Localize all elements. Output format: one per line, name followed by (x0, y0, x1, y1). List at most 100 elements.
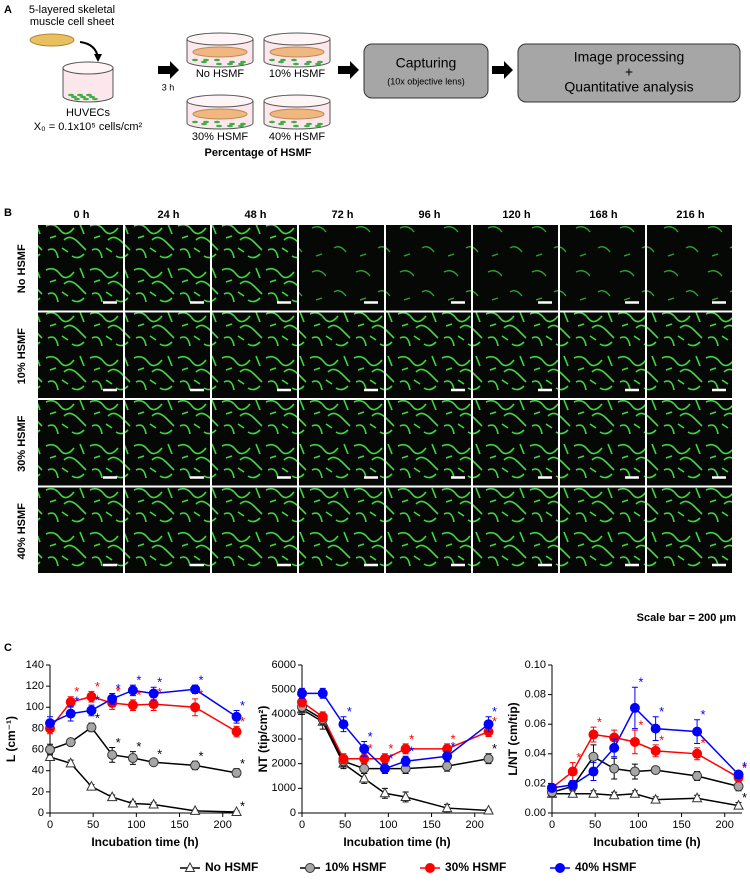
cell (269, 58, 275, 62)
cell (214, 120, 220, 124)
cell (83, 97, 89, 101)
marker (400, 743, 411, 754)
cell (315, 62, 321, 66)
micrograph (299, 400, 384, 486)
arrow (338, 61, 359, 79)
cell-sheet (269, 108, 325, 120)
x-tick-label: 200 (214, 819, 232, 831)
marker (127, 753, 138, 764)
marker (65, 737, 76, 748)
y-tick-label: 2000 (272, 758, 296, 770)
marker (442, 761, 453, 772)
cell (317, 60, 323, 64)
significance: * (742, 759, 747, 774)
marker (609, 742, 620, 753)
series-line (49, 756, 237, 813)
significance: * (74, 684, 79, 699)
y-tick-label: 20 (32, 786, 44, 798)
sheet-label: 5-layered skeletal (29, 4, 115, 16)
marker (567, 779, 578, 790)
significance: * (136, 673, 141, 688)
y-tick-label: 0.04 (525, 748, 546, 760)
marker (483, 753, 494, 764)
cell-sheet (192, 108, 248, 120)
cell (68, 93, 74, 97)
x-tick-label: 50 (339, 819, 351, 831)
y-tick-label: 100 (26, 701, 44, 713)
micrograph (299, 225, 384, 311)
cell (291, 120, 297, 124)
marker (190, 684, 201, 695)
marker (359, 743, 370, 754)
marker (692, 748, 703, 759)
micrograph (647, 400, 732, 486)
series-line (301, 701, 489, 760)
time-label: 72 h (331, 209, 353, 221)
significance: * (638, 675, 643, 690)
marker (148, 798, 159, 809)
cell (293, 62, 299, 66)
time-label: 120 h (502, 209, 530, 221)
micrograph (560, 225, 645, 311)
marker (609, 763, 620, 774)
marker (547, 782, 557, 793)
marker (190, 702, 201, 713)
marker (106, 791, 118, 802)
marker (442, 751, 453, 762)
conditions-title: Percentage of HSMF (205, 147, 312, 159)
significance: * (240, 756, 245, 771)
cell (240, 122, 246, 126)
y-tick-label: 1000 (272, 782, 296, 794)
significance: * (742, 760, 747, 775)
y-tick-label: 0 (290, 807, 296, 819)
x-tick-label: 150 (672, 819, 690, 831)
cell (280, 120, 286, 124)
marker (127, 797, 139, 808)
step-box (517, 43, 741, 103)
step-box (363, 43, 489, 99)
time-label: 48 h (244, 209, 266, 221)
marker (733, 799, 744, 810)
cell (238, 62, 244, 66)
row-label: No HSMF (16, 244, 28, 293)
x-axis-label: Incubation time (h) (343, 835, 450, 849)
y-tick-label: 120 (26, 680, 44, 692)
significance: * (388, 741, 393, 756)
cell (216, 124, 222, 128)
scale-bar-label: Scale bar = 200 μm (637, 612, 737, 624)
cell (317, 122, 323, 126)
legend-marker (184, 861, 196, 872)
y-tick-label: 0.02 (525, 777, 546, 789)
y-axis-label: L/NT (cm/tip) (506, 702, 520, 775)
micrograph (647, 312, 732, 398)
significance: * (347, 704, 352, 719)
y-axis-label: L (cm⁻¹) (4, 716, 18, 762)
condition-label: 30% HSMF (192, 131, 249, 143)
marker (45, 718, 55, 729)
micrograph (38, 312, 123, 398)
y-tick-label: 6000 (272, 659, 296, 671)
marker (379, 787, 391, 798)
significance: * (638, 718, 643, 733)
significance: * (157, 747, 162, 762)
marker (107, 749, 118, 760)
marker (588, 766, 599, 777)
micrograph (386, 312, 471, 398)
micrograph (125, 487, 210, 573)
marker (441, 801, 453, 813)
marker (588, 787, 599, 798)
cell (201, 60, 207, 64)
x-tick-label: 100 (127, 819, 145, 831)
legend-label: 30% HSMF (445, 860, 506, 874)
marker (231, 711, 242, 722)
cell (80, 95, 86, 99)
cell (203, 120, 209, 124)
series-line (49, 726, 237, 774)
significance: * (576, 750, 581, 765)
micrograph (560, 312, 645, 398)
x-axis-label: Incubation time (h) (91, 835, 198, 849)
x-tick-label: 100 (379, 819, 397, 831)
x-tick-label: 150 (170, 819, 188, 831)
y-tick-label: 60 (32, 743, 44, 755)
marker (379, 763, 390, 774)
